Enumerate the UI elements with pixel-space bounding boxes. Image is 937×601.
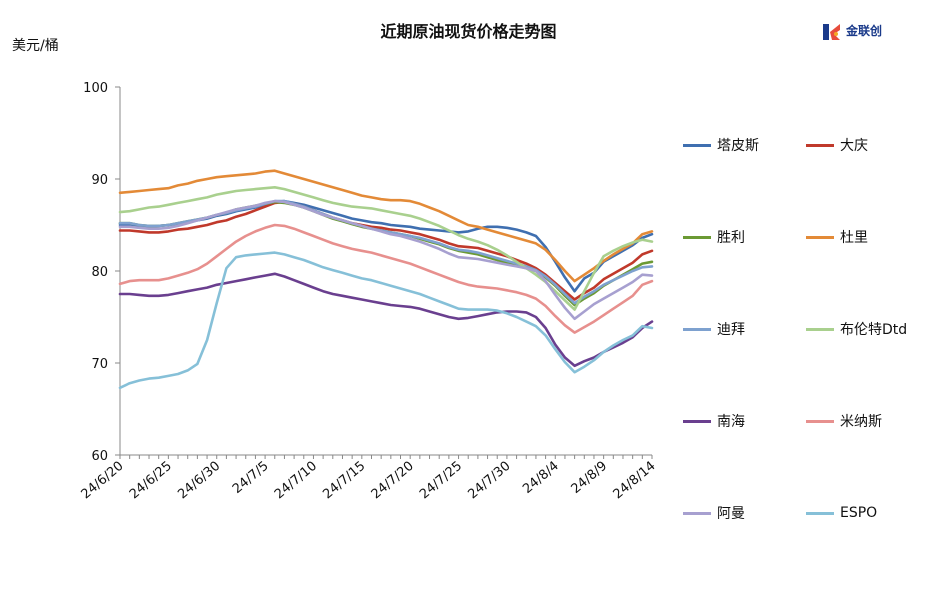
x-tick-label: 24/6/25 — [127, 459, 175, 503]
x-tick-label: 24/8/4 — [520, 459, 562, 497]
x-tick-label: 24/7/15 — [320, 459, 368, 503]
legend-swatch — [806, 143, 834, 147]
chart-title: 近期原油现货价格走势图 — [380, 22, 557, 41]
x-tick-label: 24/7/5 — [230, 459, 272, 497]
x-tick-label: 24/8/14 — [611, 459, 659, 503]
legend-swatch — [683, 327, 711, 331]
x-tick-label: 24/7/25 — [417, 459, 465, 503]
series-line — [118, 223, 654, 334]
y-axis-unit: 美元/桶 — [12, 38, 59, 54]
y-tick-label: 90 — [91, 173, 108, 188]
legend-label: 塔皮斯 — [717, 138, 759, 154]
legend-item: 米纳斯 — [806, 411, 882, 431]
legend-swatch — [806, 327, 834, 331]
legend-label: 迪拜 — [717, 322, 745, 338]
series-layer — [118, 169, 654, 390]
x-tick-label: 24/6/20 — [79, 459, 127, 503]
jinlianchuang-logo-icon — [823, 24, 840, 40]
brand-logo: 金联创 — [822, 20, 902, 46]
legend-item: 阿曼 — [683, 503, 745, 523]
legend-swatch — [806, 511, 834, 515]
legend-swatch — [806, 235, 834, 239]
x-tick-label: 24/8/9 — [569, 459, 611, 497]
y-tick-label: 70 — [91, 357, 108, 372]
legend-label: 胜利 — [717, 230, 745, 246]
legend-item: 胜利 — [683, 227, 745, 247]
legend-label: 南海 — [717, 414, 745, 430]
series-line — [118, 251, 654, 390]
x-tick-label: 24/6/30 — [175, 459, 223, 503]
legend-label: 布伦特Dtd — [840, 322, 908, 338]
legend-swatch — [683, 235, 711, 239]
series-line — [118, 199, 654, 321]
y-tick-label: 100 — [83, 81, 108, 96]
series-line — [118, 169, 654, 283]
x-tick-label: 24/7/10 — [272, 459, 320, 503]
legend-label: 杜里 — [840, 230, 868, 246]
legend-item: ESPO — [806, 503, 877, 523]
series-line — [118, 200, 654, 301]
x-tick-label: 24/7/30 — [465, 459, 513, 503]
legend-item: 大庆 — [806, 135, 868, 155]
legend-item: 布伦特Dtd — [806, 319, 907, 339]
legend-swatch — [683, 511, 711, 515]
legend-label: 阿曼 — [717, 506, 745, 522]
legend-swatch — [683, 143, 711, 147]
legend-label: ESPO — [840, 505, 878, 521]
legend-item: 杜里 — [806, 227, 868, 247]
legend-swatch — [806, 419, 834, 423]
legend-label: 大庆 — [840, 138, 868, 154]
legend-item: 南海 — [683, 411, 745, 431]
legend-label: 米纳斯 — [840, 414, 882, 430]
y-tick-label: 80 — [91, 265, 108, 280]
legend-swatch — [683, 419, 711, 423]
legend-item: 迪拜 — [683, 319, 745, 339]
legend-item: 塔皮斯 — [683, 135, 759, 155]
logo-text: 金联创 — [846, 24, 883, 38]
series-line — [118, 272, 654, 368]
series-line — [118, 186, 654, 311]
x-tick-label: 24/7/20 — [369, 459, 417, 503]
y-tick-label: 60 — [91, 449, 108, 464]
